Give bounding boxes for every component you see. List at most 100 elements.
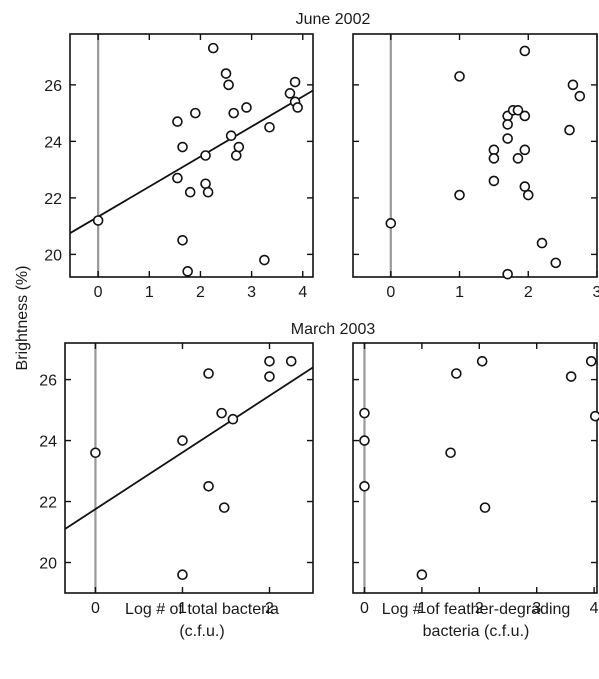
data-point xyxy=(502,268,513,280)
x-tick-label: 0 xyxy=(386,284,395,301)
x-axis-title-feather-line1: Log # of feather-degrading xyxy=(382,601,571,618)
data-point xyxy=(488,175,500,187)
data-point xyxy=(264,121,275,133)
y-tick-label: 24 xyxy=(39,434,57,451)
data-point xyxy=(184,186,196,198)
data-point xyxy=(519,144,531,156)
data-point xyxy=(289,76,301,88)
regression-line xyxy=(64,366,314,530)
y-tick-label: 20 xyxy=(39,556,57,573)
x-tick-label: 2 xyxy=(524,284,533,301)
data-point xyxy=(203,480,214,492)
data-point xyxy=(585,355,597,367)
data-point xyxy=(476,355,488,367)
data-point xyxy=(190,107,201,119)
data-point xyxy=(264,355,275,367)
regression-line xyxy=(69,89,314,234)
data-point xyxy=(567,79,579,91)
plot-frame xyxy=(352,342,598,594)
data-point xyxy=(92,215,104,226)
data-point xyxy=(502,133,513,144)
x-tick-label: 0 xyxy=(91,600,100,617)
scatter-panel-4: 0 1 2 3 4 xyxy=(352,342,599,617)
x-axis-title-total-line1: Log # of total bacteria xyxy=(125,601,279,618)
data-point xyxy=(479,502,491,513)
data-point xyxy=(259,254,270,266)
data-point xyxy=(488,153,500,164)
data-point xyxy=(227,413,239,425)
data-point xyxy=(182,266,193,277)
x-tick-label: 4 xyxy=(298,284,307,301)
data-point xyxy=(285,355,297,367)
data-point xyxy=(359,435,370,446)
data-point xyxy=(200,178,211,190)
y-tick-label: 26 xyxy=(44,78,62,95)
y-tick-label: 22 xyxy=(44,191,62,208)
data-point xyxy=(225,130,237,142)
data-point xyxy=(241,102,252,113)
scatter-panel-2: 0 1 2 3 xyxy=(352,33,599,301)
y-tick-label: 26 xyxy=(39,373,57,390)
data-point xyxy=(564,124,575,136)
x-tick-label: 3 xyxy=(593,284,599,301)
data-point xyxy=(416,569,428,581)
data-point xyxy=(488,144,500,156)
data-point xyxy=(385,218,397,229)
data-point xyxy=(202,186,214,198)
x-tick-label: 3 xyxy=(247,284,256,301)
data-point xyxy=(207,42,219,54)
data-point xyxy=(292,102,303,113)
x-tick-label: 2 xyxy=(265,600,274,617)
data-point xyxy=(172,172,183,184)
y-tick-label: 22 xyxy=(39,495,57,512)
data-point xyxy=(502,119,513,130)
data-point xyxy=(519,181,531,192)
y-axis-title: Brightness (%) xyxy=(14,266,31,371)
data-point xyxy=(177,435,188,446)
scatter-panel-3: 0 1 2 20 22 24 26 xyxy=(39,342,314,617)
data-point xyxy=(359,407,370,419)
data-point xyxy=(177,569,188,581)
data-point xyxy=(177,234,188,246)
data-point xyxy=(218,502,230,513)
row-title-march-2003: March 2003 xyxy=(291,321,376,338)
data-point xyxy=(177,141,188,153)
data-point xyxy=(230,150,242,161)
data-point xyxy=(264,371,275,382)
data-point xyxy=(451,368,462,379)
x-tick-label: 2 xyxy=(196,284,205,301)
data-point xyxy=(565,371,577,382)
data-point xyxy=(536,237,548,249)
plot-frame xyxy=(69,33,314,278)
data-point xyxy=(359,480,370,492)
x-tick-label: 3 xyxy=(532,600,541,617)
data-point xyxy=(522,189,534,201)
row-title-june-2002: June 2002 xyxy=(296,11,371,28)
data-point xyxy=(519,110,531,122)
data-point xyxy=(220,68,232,79)
data-point xyxy=(172,116,183,127)
data-point xyxy=(574,90,586,102)
y-tick-label: 24 xyxy=(44,134,62,151)
data-point xyxy=(233,141,245,153)
data-point xyxy=(445,447,456,459)
data-point xyxy=(519,45,531,57)
data-point xyxy=(216,407,227,419)
data-point xyxy=(589,410,599,422)
data-point xyxy=(200,150,211,161)
data-point xyxy=(454,189,465,201)
y-tick-label: 20 xyxy=(44,247,62,264)
data-point xyxy=(454,71,465,82)
x-tick-label: 0 xyxy=(94,284,103,301)
x-tick-label: 1 xyxy=(178,600,187,617)
scatter-panel-1: 0 1 2 3 4 20 22 24 26 xyxy=(44,33,314,301)
x-axis-title-feather-line2: bacteria (c.f.u.) xyxy=(423,623,530,640)
x-tick-label: 2 xyxy=(475,600,484,617)
plot-frame xyxy=(64,342,314,594)
data-point xyxy=(223,79,234,91)
data-point xyxy=(512,104,524,116)
x-tick-label: 4 xyxy=(590,600,599,617)
x-tick-label: 1 xyxy=(145,284,154,301)
data-point xyxy=(228,107,240,119)
x-tick-label: 1 xyxy=(455,284,464,301)
